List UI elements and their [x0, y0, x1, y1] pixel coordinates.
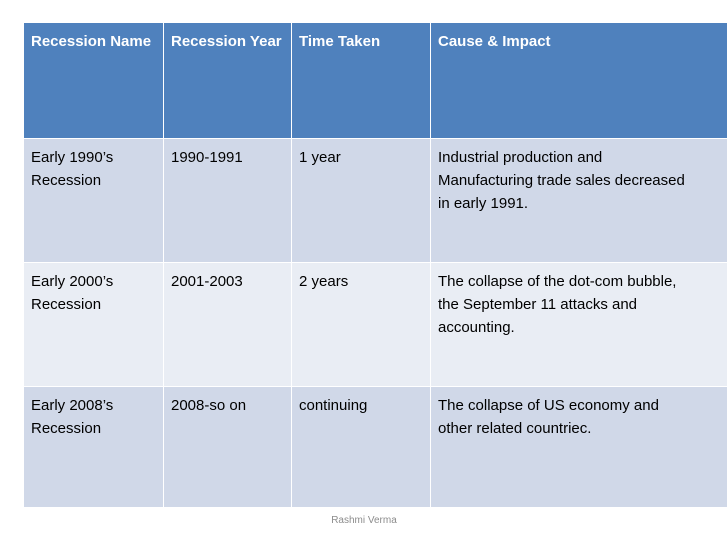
header-time-taken: Time Taken: [291, 22, 431, 139]
cell-cause-impact: Industrial production and Manufacturing …: [430, 138, 728, 263]
cell-recession-name: Early 1990’s Recession: [23, 138, 164, 263]
header-recession-year: Recession Year: [163, 22, 292, 139]
cell-recession-name: Early 2000’s Recession: [23, 262, 164, 387]
header-recession-name: Recession Name: [23, 22, 164, 139]
table-row: Early 2000’s Recession 2001-2003 2 years…: [23, 262, 728, 387]
table-row: Early 2008’s Recession 2008-so on contin…: [23, 386, 728, 508]
cell-time-taken: 2 years: [291, 262, 431, 387]
table-header-row: Recession Name Recession Year Time Taken…: [23, 22, 728, 139]
cell-recession-name: Early 2008’s Recession: [23, 386, 164, 508]
cell-recession-year: 2008-so on: [163, 386, 292, 508]
recession-table: Recession Name Recession Year Time Taken…: [23, 22, 728, 508]
cell-time-taken: 1 year: [291, 138, 431, 263]
table-row: Early 1990’s Recession 1990-1991 1 year …: [23, 138, 728, 263]
footer-author: Rashmi Verma: [331, 515, 397, 526]
cell-time-taken: continuing: [291, 386, 431, 508]
header-cause-impact: Cause & Impact: [430, 22, 728, 139]
cell-recession-year: 2001-2003: [163, 262, 292, 387]
cell-recession-year: 1990-1991: [163, 138, 292, 263]
cell-cause-impact: The collapse of the dot-com bubble, the …: [430, 262, 728, 387]
cell-cause-impact: The collapse of US economy and other rel…: [430, 386, 728, 508]
